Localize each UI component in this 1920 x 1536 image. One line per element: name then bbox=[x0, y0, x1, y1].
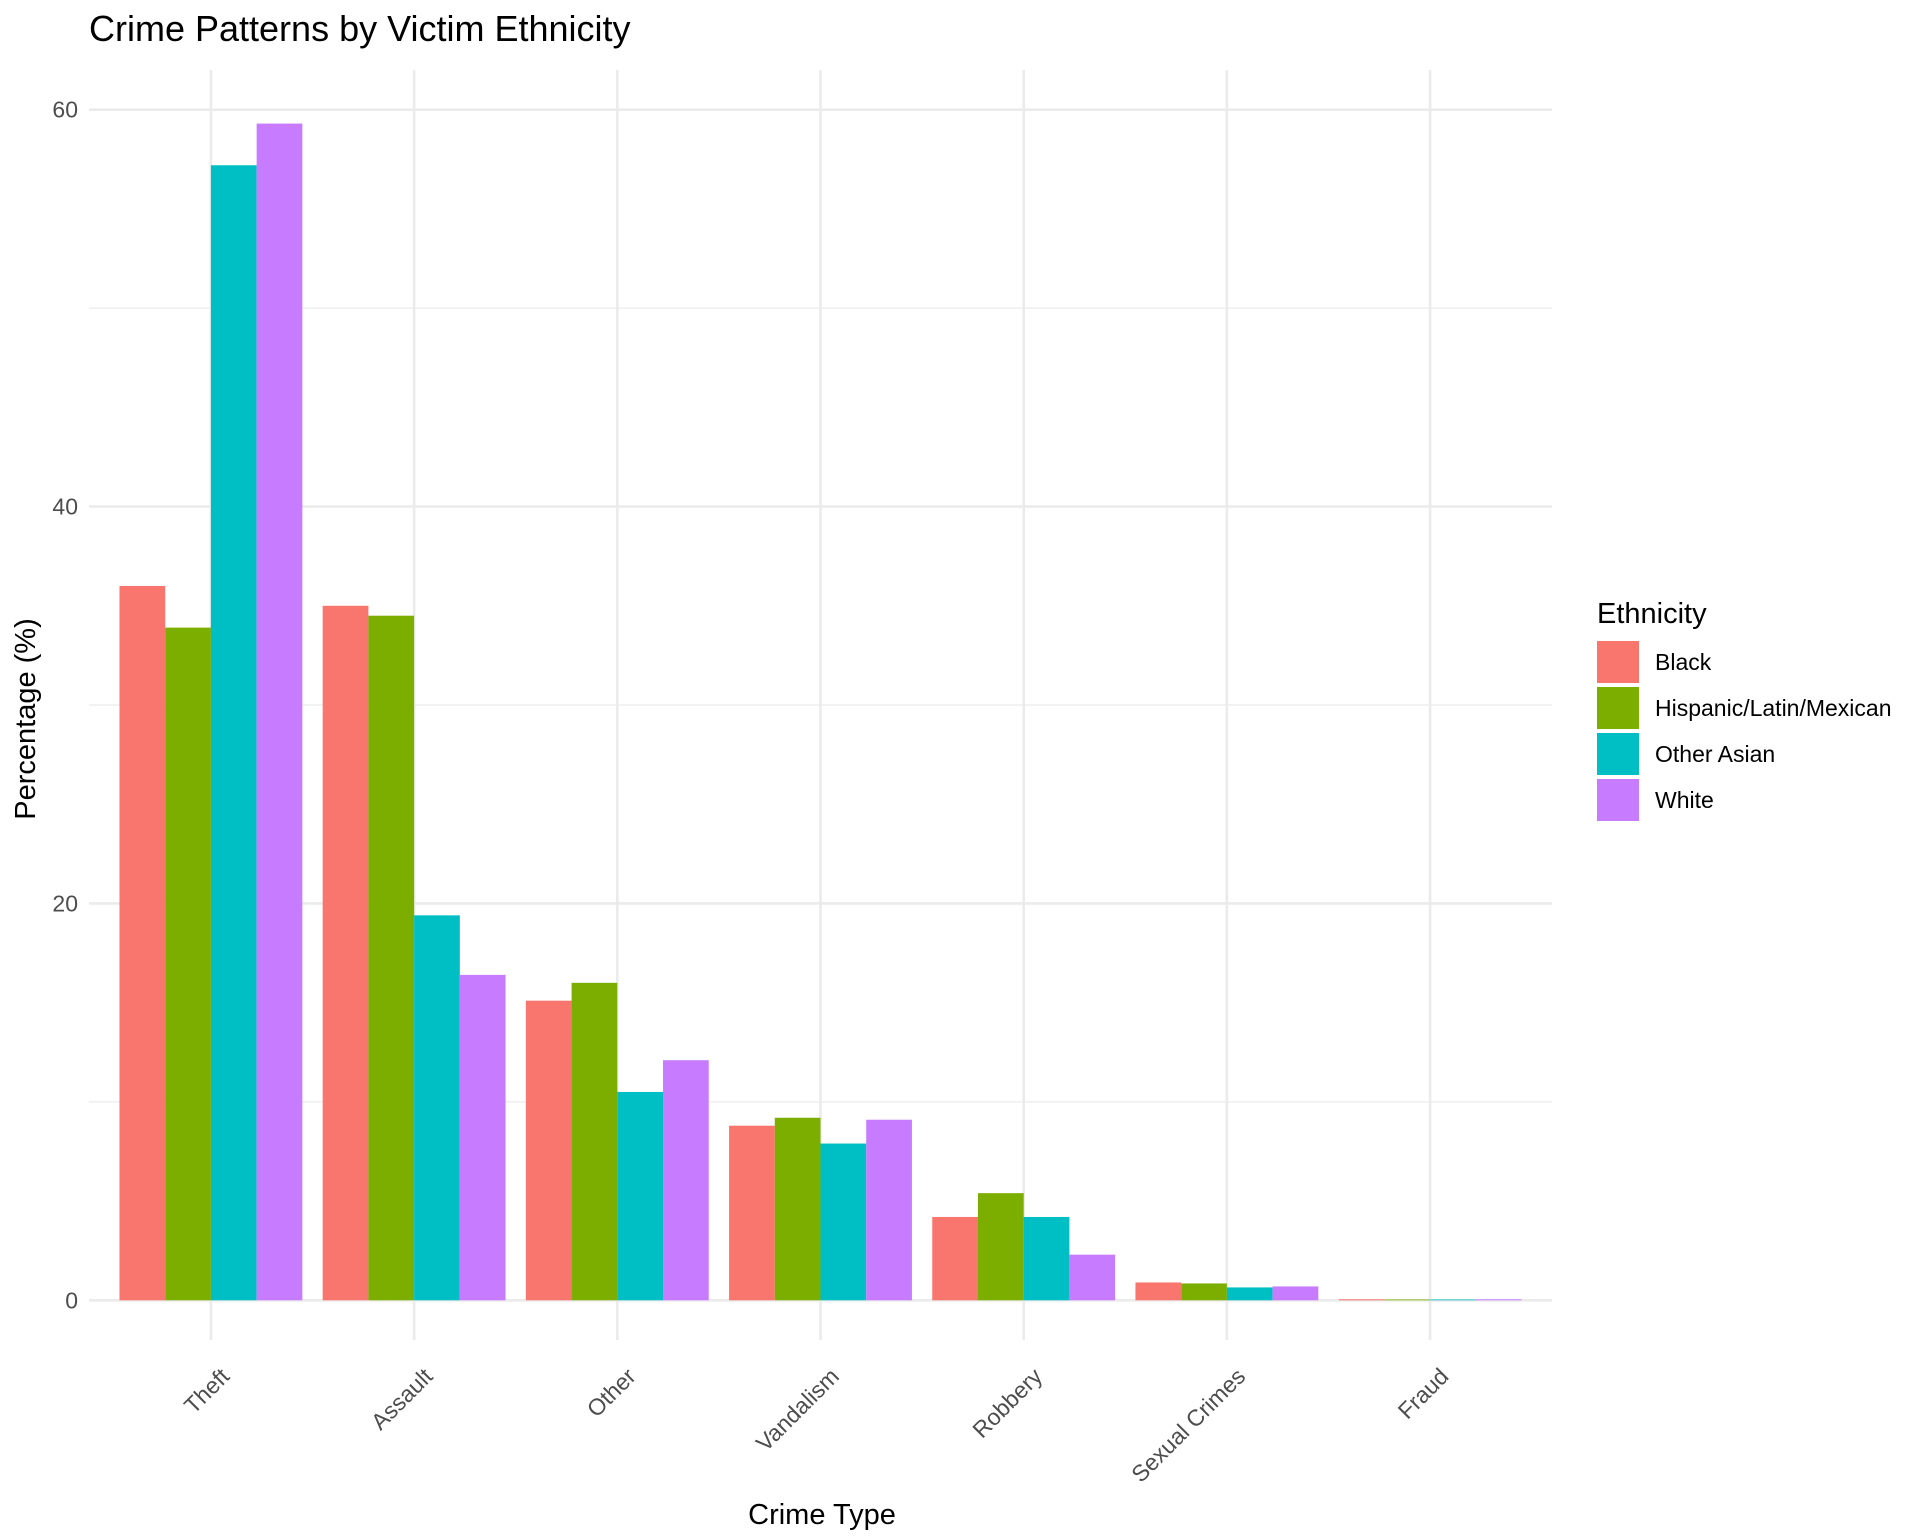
legend-key bbox=[1597, 641, 1639, 683]
x-tick-label: Other bbox=[582, 1363, 641, 1422]
y-tick-label: 20 bbox=[52, 890, 78, 916]
bars bbox=[119, 123, 1522, 1301]
bar-robbery-white bbox=[1069, 1254, 1116, 1301]
legend-label: Black bbox=[1655, 649, 1712, 675]
y-axis-ticks: 0 20 40 60 bbox=[52, 97, 78, 1314]
y-tick-label: 60 bbox=[52, 97, 78, 123]
bar-theft-other-asian bbox=[210, 165, 257, 1301]
x-tick-label: Theft bbox=[179, 1363, 235, 1419]
x-tick-label: Vandalism bbox=[751, 1363, 844, 1456]
bar-other-white bbox=[663, 1060, 709, 1301]
bar-sexual-crimes-other-asian bbox=[1226, 1287, 1273, 1301]
bar-fraud-white bbox=[1475, 1299, 1522, 1301]
bar-fraud-other-asian bbox=[1430, 1299, 1476, 1301]
legend-label: Other Asian bbox=[1655, 741, 1775, 767]
bar-assault-black bbox=[322, 605, 369, 1301]
x-tick-label: Assault bbox=[366, 1363, 438, 1435]
bar-assault-hispanic-latin-mexican bbox=[368, 615, 415, 1301]
legend: Ethnicity Black Hispanic/Latin/Mexican Oth… bbox=[1597, 598, 1892, 821]
bar-other-other-asian bbox=[617, 1091, 664, 1301]
y-axis-title: Percentage (%) bbox=[10, 618, 42, 820]
y-tick-label: 0 bbox=[65, 1287, 78, 1313]
x-tick-label: Fraud bbox=[1393, 1363, 1454, 1424]
bar-vandalism-other-asian bbox=[820, 1143, 867, 1301]
bar-fraud-black bbox=[1338, 1299, 1385, 1301]
bar-sexual-crimes-hispanic-latin-mexican bbox=[1181, 1283, 1227, 1301]
x-tick-label: Sexual Crimes bbox=[1126, 1363, 1250, 1487]
legend-key bbox=[1597, 779, 1639, 821]
bar-theft-white bbox=[256, 123, 303, 1301]
bar-sexual-crimes-white bbox=[1272, 1286, 1319, 1301]
legend-label: Hispanic/Latin/Mexican bbox=[1655, 695, 1892, 721]
x-axis-title: Crime Type bbox=[748, 1499, 896, 1531]
legend-key bbox=[1597, 733, 1639, 775]
bar-robbery-hispanic-latin-mexican bbox=[977, 1193, 1024, 1301]
bar-other-hispanic-latin-mexican bbox=[571, 982, 618, 1301]
x-axis-ticks: Theft Assault Other Vandalism Robbery Sexual … bbox=[179, 1363, 1454, 1488]
gridlines bbox=[89, 70, 1552, 1340]
legend-title: Ethnicity bbox=[1597, 598, 1707, 630]
y-tick-label: 40 bbox=[52, 494, 78, 520]
bar-sexual-crimes-black bbox=[1135, 1282, 1182, 1301]
bar-vandalism-white bbox=[866, 1119, 912, 1301]
bar-theft-hispanic-latin-mexican bbox=[165, 627, 211, 1301]
chart-title: Crime Patterns by Victim Ethnicity bbox=[89, 8, 631, 49]
bar-vandalism-hispanic-latin-mexican bbox=[774, 1117, 821, 1301]
legend-label: White bbox=[1655, 787, 1714, 813]
bar-other-black bbox=[525, 1000, 572, 1301]
bar-robbery-black bbox=[932, 1216, 978, 1301]
bar-robbery-other-asian bbox=[1023, 1216, 1070, 1301]
legend-key bbox=[1597, 687, 1639, 729]
bar-fraud-hispanic-latin-mexican bbox=[1384, 1299, 1431, 1301]
bar-theft-black bbox=[119, 585, 166, 1301]
bar-assault-white bbox=[459, 974, 506, 1301]
bar-assault-other-asian bbox=[414, 915, 460, 1301]
x-tick-label: Robbery bbox=[967, 1363, 1047, 1443]
bar-vandalism-black bbox=[729, 1125, 775, 1301]
